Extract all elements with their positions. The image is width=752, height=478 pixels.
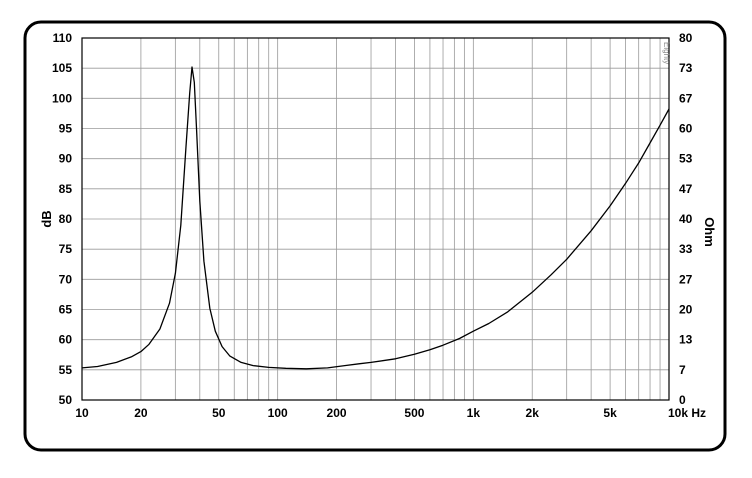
chart-frame xyxy=(23,20,727,452)
y-tick-label: 95 xyxy=(59,122,73,136)
y2-tick-label: 53 xyxy=(679,152,693,166)
series-layer xyxy=(81,66,670,370)
x-tick-label: 2k xyxy=(526,406,540,420)
y2-tick-label: 0 xyxy=(679,393,686,407)
y-tick-label: 85 xyxy=(59,182,73,196)
y-tick-label: 60 xyxy=(59,333,73,347)
x-tick-label: 10 xyxy=(75,406,89,420)
plot-border xyxy=(81,37,670,401)
y-axis-label: dB xyxy=(39,210,54,227)
x-tick-label: 200 xyxy=(327,406,347,420)
y-tick-label: 65 xyxy=(59,303,73,317)
x-tick-label: 500 xyxy=(404,406,424,420)
y2-tick-label: 33 xyxy=(679,242,693,256)
tick-labels: 10 20 50 100 200 500 1k 2k 5k 10k Hz1101051009590… xyxy=(52,31,706,420)
y-tick-label: 80 xyxy=(59,212,73,226)
y-tick-label: 55 xyxy=(59,363,73,377)
y-tick-label: 50 xyxy=(59,393,73,407)
corner-mark: Eighty xyxy=(662,42,671,64)
y-tick-label: 70 xyxy=(59,272,73,286)
y2-tick-label: 67 xyxy=(679,91,693,105)
impedance-curve xyxy=(81,66,670,370)
y2-tick-label: 13 xyxy=(679,333,693,347)
x-tick-label: 10k Hz xyxy=(668,406,706,420)
y2-tick-label: 20 xyxy=(679,303,693,317)
y-tick-label: 110 xyxy=(53,31,73,45)
x-tick-label: 100 xyxy=(268,406,288,420)
y-tick-label: 90 xyxy=(59,152,73,166)
y2-tick-label: 27 xyxy=(679,272,693,286)
y2-tick-label: 7 xyxy=(679,363,686,377)
y-tick-label: 75 xyxy=(59,242,73,256)
x-tick-label: 50 xyxy=(212,406,226,420)
x-tick-label: 20 xyxy=(134,406,148,420)
y2-tick-label: 47 xyxy=(679,182,693,196)
y2-tick-label: 80 xyxy=(679,31,693,45)
y-tick-label: 105 xyxy=(52,61,72,75)
y2-axis-label: Ohm xyxy=(702,217,717,247)
x-tick-label: 5k xyxy=(603,406,617,420)
grid-lines xyxy=(82,38,669,400)
y2-tick-label: 73 xyxy=(679,61,693,75)
y2-tick-label: 40 xyxy=(679,212,693,226)
x-tick-label: 1k xyxy=(467,406,481,420)
y-tick-label: 100 xyxy=(52,91,72,105)
y2-tick-label: 60 xyxy=(679,122,693,136)
